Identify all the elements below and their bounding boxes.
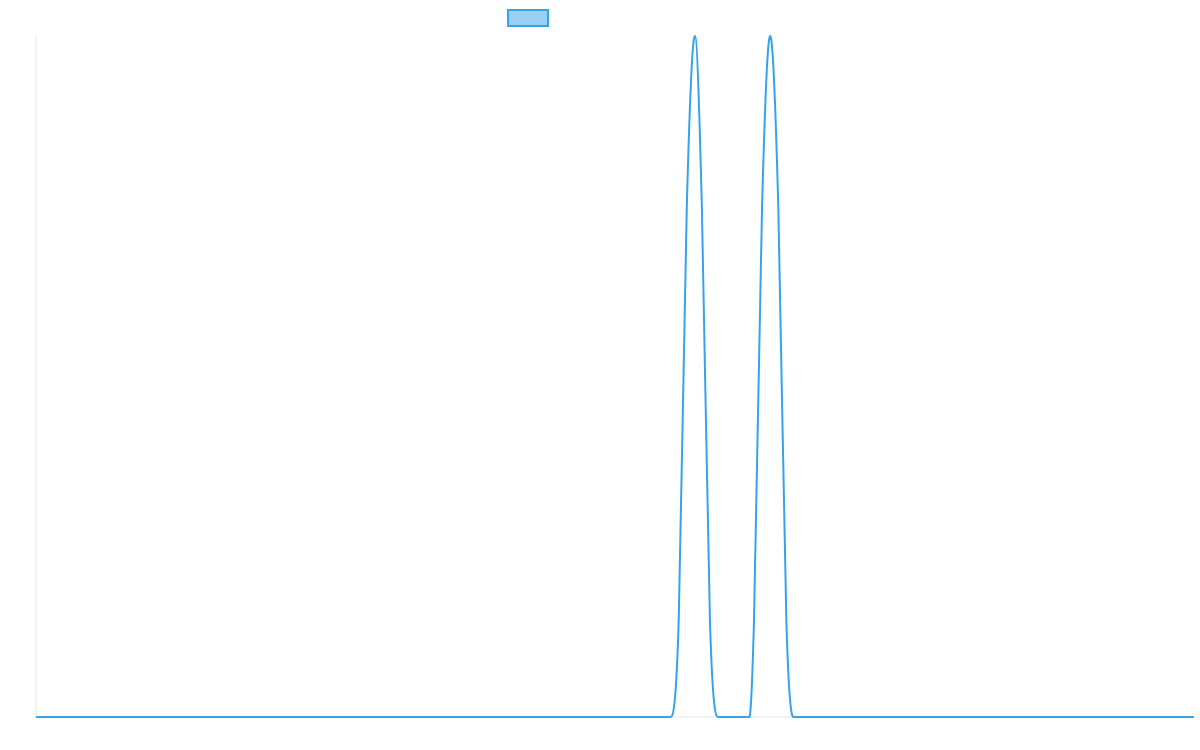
legend-swatch[interactable] [507,9,549,27]
axes [35,36,1194,718]
series-layer [35,35,1194,719]
series-line [35,35,1194,719]
legend[interactable] [507,9,549,27]
